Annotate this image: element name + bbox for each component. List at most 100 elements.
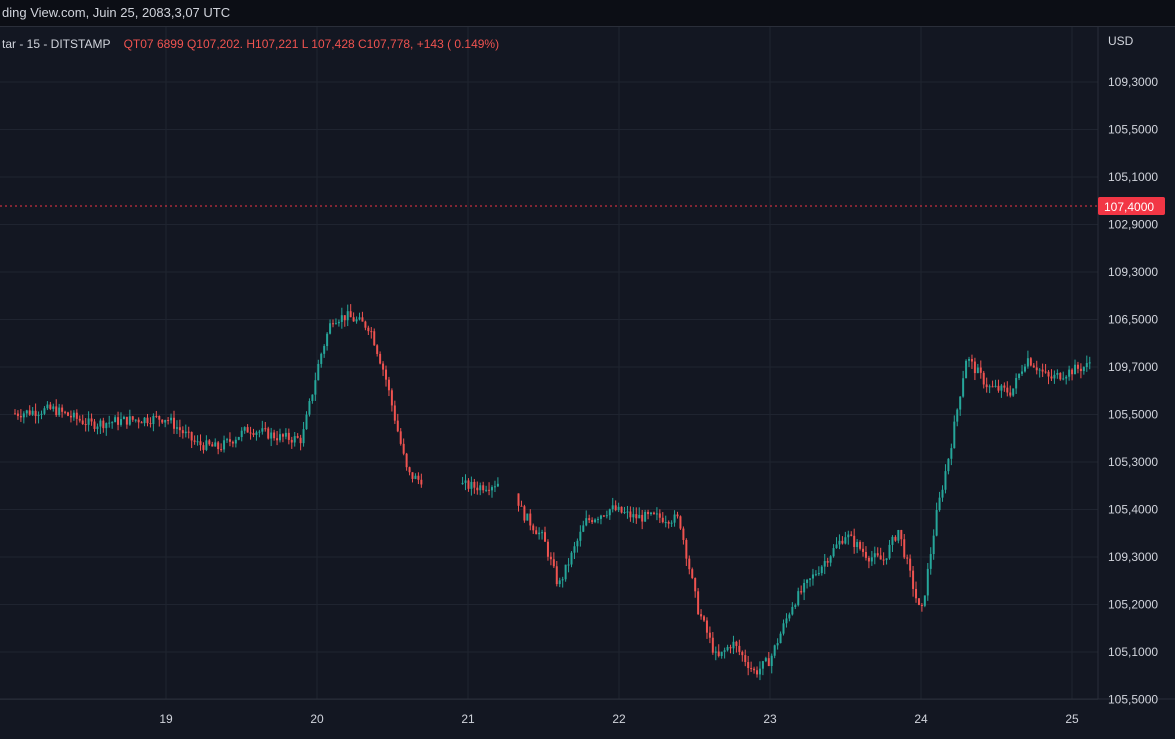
candle bbox=[923, 595, 926, 608]
candle-body bbox=[1015, 377, 1018, 389]
candle-body bbox=[811, 574, 814, 579]
candle-body bbox=[473, 481, 476, 488]
candle-body bbox=[926, 568, 929, 596]
candle-body bbox=[1047, 371, 1050, 377]
candle bbox=[1029, 356, 1032, 367]
candle bbox=[476, 481, 479, 495]
candle bbox=[320, 352, 323, 368]
candle-body bbox=[697, 591, 700, 615]
candle-body bbox=[167, 419, 170, 421]
candle bbox=[629, 506, 632, 522]
candle bbox=[1023, 363, 1026, 373]
candle-body bbox=[485, 489, 488, 491]
candle-body bbox=[602, 515, 605, 517]
candle-body bbox=[594, 519, 597, 523]
candle bbox=[864, 546, 867, 561]
candle bbox=[926, 563, 929, 601]
candle-body bbox=[99, 420, 102, 427]
current-price-badge: 107,4000 bbox=[1098, 197, 1165, 215]
time-tick-label: 21 bbox=[461, 712, 475, 726]
candle bbox=[234, 436, 237, 448]
candle-body bbox=[885, 558, 888, 561]
price-chart[interactable]: 109,3000 105,5000 105,1000 102,9000 109,3000… bbox=[0, 27, 1175, 739]
price-axis[interactable]: 109,3000 105,5000 105,1000 102,9000 109,3000… bbox=[1108, 75, 1158, 707]
price-axis-background[interactable] bbox=[1098, 27, 1175, 699]
candle-body bbox=[231, 441, 234, 444]
candle bbox=[290, 436, 293, 449]
candle bbox=[334, 318, 337, 325]
candle-body bbox=[567, 564, 570, 566]
candle bbox=[608, 508, 611, 520]
candle-body bbox=[181, 430, 184, 434]
candle-body bbox=[1012, 388, 1015, 396]
candle bbox=[602, 514, 605, 518]
candle bbox=[685, 538, 688, 566]
candle bbox=[1047, 370, 1050, 385]
candle-body bbox=[882, 559, 885, 561]
candle bbox=[794, 603, 797, 610]
candle bbox=[753, 666, 756, 674]
candle bbox=[31, 407, 34, 417]
candle-body bbox=[976, 367, 979, 374]
candle-body bbox=[682, 528, 685, 540]
candle-body bbox=[820, 566, 823, 574]
candle-body bbox=[552, 559, 555, 567]
candle bbox=[532, 523, 535, 534]
candle bbox=[270, 427, 273, 447]
candle bbox=[756, 666, 759, 678]
candle-body bbox=[255, 432, 258, 435]
candle-body bbox=[1029, 358, 1032, 366]
candle-body bbox=[935, 510, 938, 536]
candle bbox=[170, 413, 173, 424]
candle bbox=[249, 426, 252, 440]
candle bbox=[894, 535, 897, 542]
candle-body bbox=[220, 449, 223, 451]
time-axis[interactable]: 19 20 21 22 23 24 25 bbox=[159, 712, 1079, 726]
candle-body bbox=[667, 521, 670, 524]
candle bbox=[853, 528, 856, 554]
candle-body bbox=[55, 406, 58, 416]
candle-body bbox=[352, 317, 355, 322]
candle bbox=[758, 661, 761, 681]
candle-body bbox=[249, 432, 252, 434]
candle-body bbox=[691, 569, 694, 579]
candle bbox=[688, 555, 691, 575]
candle-body bbox=[629, 511, 632, 518]
candle bbox=[761, 660, 764, 676]
candle bbox=[764, 656, 767, 663]
candle-body bbox=[276, 438, 279, 441]
candle bbox=[673, 510, 676, 527]
candle-body bbox=[823, 561, 826, 567]
candle-body bbox=[28, 410, 31, 415]
candle-body bbox=[582, 525, 585, 532]
source-timestamp: ding View.com, Juin 25, 2083,3,07 UTC bbox=[2, 5, 231, 20]
candle-body bbox=[903, 539, 906, 558]
candle-body bbox=[626, 511, 629, 513]
candle-body bbox=[264, 428, 267, 430]
candle bbox=[788, 612, 791, 622]
candle-body bbox=[549, 556, 552, 560]
candle bbox=[576, 538, 579, 553]
candle bbox=[791, 602, 794, 616]
candle-body bbox=[988, 386, 991, 388]
candle-body bbox=[19, 415, 22, 418]
candle-body bbox=[917, 598, 920, 605]
candle bbox=[211, 441, 214, 447]
candle-body bbox=[520, 505, 523, 507]
candle-body bbox=[349, 311, 352, 318]
candle bbox=[856, 539, 859, 554]
candle-body bbox=[894, 536, 897, 541]
candle bbox=[620, 506, 623, 514]
candle-body bbox=[240, 430, 243, 438]
candle bbox=[541, 529, 544, 540]
candle-body bbox=[464, 480, 467, 483]
candle-body bbox=[22, 413, 25, 418]
candle bbox=[870, 550, 873, 566]
candle-body bbox=[726, 647, 729, 651]
candle bbox=[311, 394, 314, 404]
candle-body bbox=[1079, 368, 1082, 372]
candle-body bbox=[912, 570, 915, 589]
candle-body bbox=[741, 651, 744, 656]
candle bbox=[491, 485, 494, 498]
candle-body bbox=[52, 406, 55, 409]
